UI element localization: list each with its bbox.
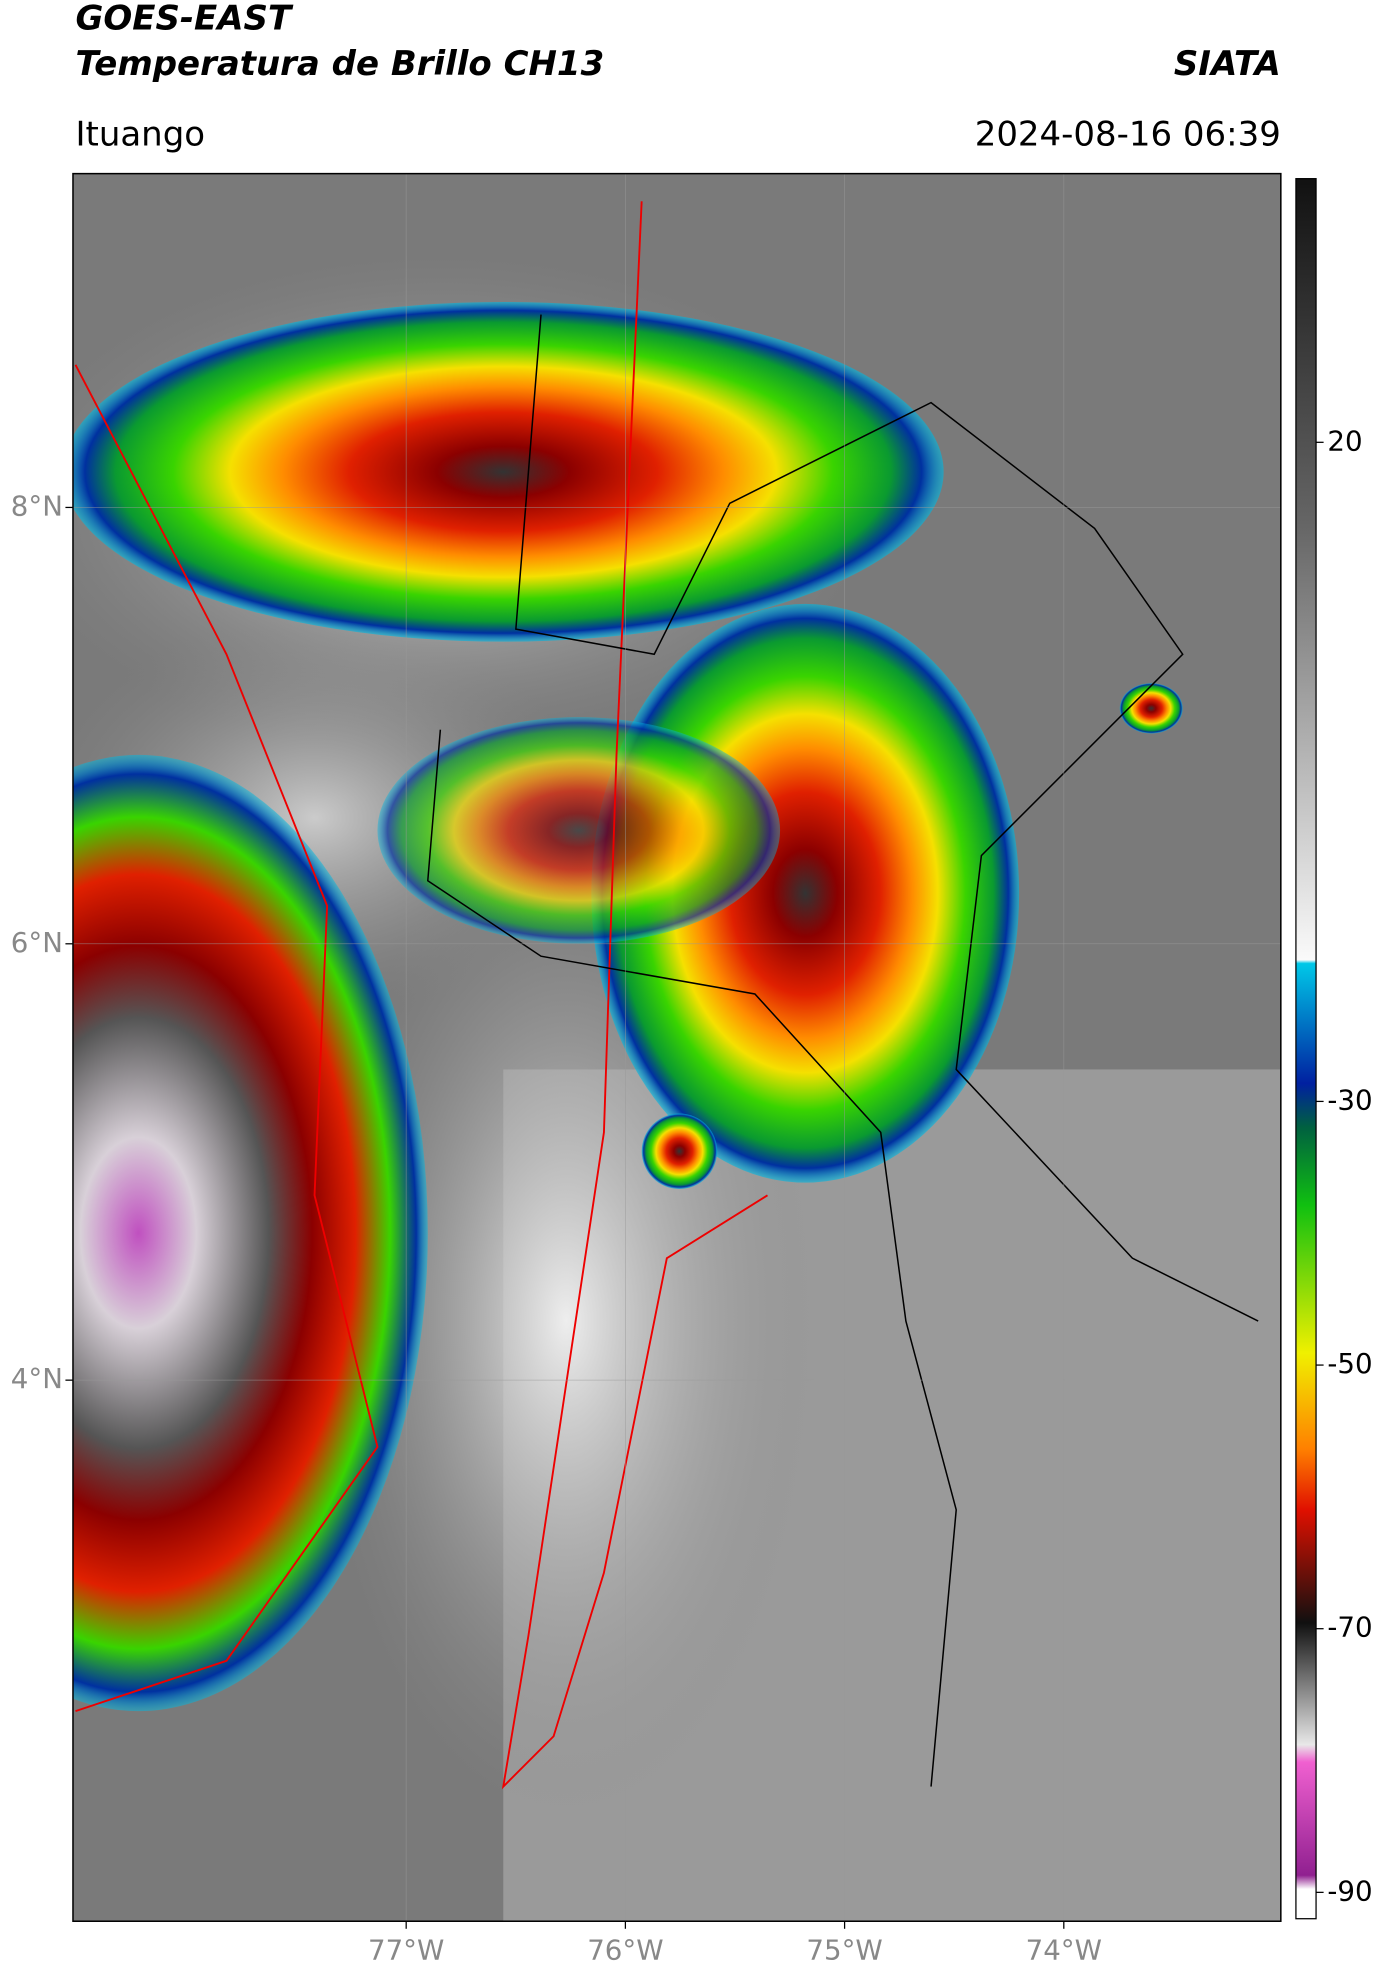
graticule <box>72 173 1281 1922</box>
subtitle: Temperatura de Brillo CH13 <box>75 44 604 84</box>
location: Ituango <box>75 114 205 154</box>
x-tick-label: 74°W <box>1026 1933 1102 1966</box>
colorbar-tick-label: -50 <box>1327 1347 1372 1380</box>
x-tick-label: 77°W <box>368 1933 444 1966</box>
colorbar-tick-label: -90 <box>1327 1874 1372 1907</box>
colorbar-tick-label: -30 <box>1327 1083 1372 1116</box>
colorbar-tick-label: -70 <box>1327 1611 1372 1644</box>
agency: SIATA <box>1174 44 1281 84</box>
map-frame <box>72 172 1282 1922</box>
colorbar-tick-label: 20 <box>1327 424 1362 457</box>
datetime: 2024-08-16 06:39 <box>975 114 1281 154</box>
colorbar <box>1295 178 1317 1920</box>
title: GOES-EAST <box>75 0 293 39</box>
x-tick-label: 75°W <box>806 1933 882 1966</box>
satellite-image <box>72 173 1281 1922</box>
y-tick-label: 6°N <box>11 926 63 959</box>
y-tick-label: 4°N <box>11 1362 63 1395</box>
x-tick-label: 76°W <box>587 1933 663 1966</box>
y-tick-label: 8°N <box>11 489 63 522</box>
